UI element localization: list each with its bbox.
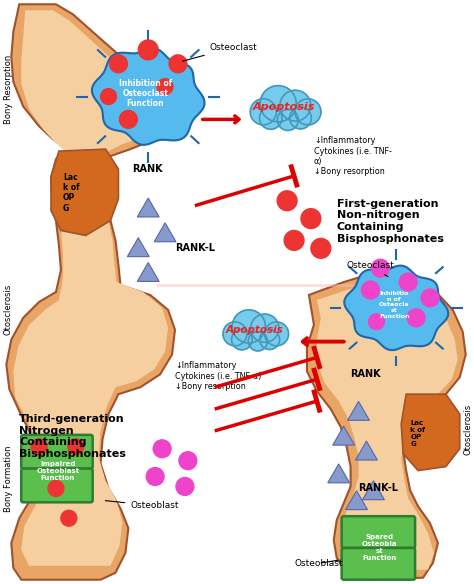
Circle shape [100, 89, 117, 105]
Circle shape [68, 439, 84, 455]
Circle shape [61, 510, 77, 526]
Polygon shape [344, 266, 448, 350]
Text: RANK-L: RANK-L [358, 484, 399, 493]
Text: Lac
k of
OP
G: Lac k of OP G [410, 420, 425, 447]
Circle shape [280, 91, 310, 121]
Polygon shape [401, 394, 460, 471]
Circle shape [248, 332, 267, 351]
Circle shape [264, 322, 289, 346]
Text: RANK-L: RANK-L [175, 244, 215, 253]
Circle shape [421, 289, 439, 307]
Polygon shape [363, 481, 384, 500]
Circle shape [372, 259, 389, 277]
Circle shape [109, 55, 128, 73]
Circle shape [232, 310, 265, 343]
FancyBboxPatch shape [342, 548, 415, 580]
Text: ↓Inflammatory
Cytokines (i.e. TNF-
α)
↓Bony resorption: ↓Inflammatory Cytokines (i.e. TNF- α) ↓B… [314, 136, 392, 176]
Polygon shape [51, 149, 118, 235]
Polygon shape [346, 491, 367, 510]
Circle shape [399, 273, 417, 291]
Text: First-generation
Non-nitrogen
Containing
Bisphosphonates: First-generation Non-nitrogen Containing… [337, 199, 444, 244]
Circle shape [176, 478, 194, 495]
Text: Osteoclast: Osteoclast [346, 261, 394, 277]
Polygon shape [92, 48, 204, 145]
Text: Third-generation
Nitrogen
Containing
Bisphosphonates: Third-generation Nitrogen Containing Bis… [19, 414, 126, 459]
Text: ↓Inflammatory
Cytokines (i.e. TNF-α)
↓Bony resorption: ↓Inflammatory Cytokines (i.e. TNF-α) ↓Bo… [175, 361, 261, 391]
Circle shape [169, 55, 187, 73]
Circle shape [290, 107, 311, 129]
Circle shape [277, 191, 297, 211]
Polygon shape [328, 464, 350, 483]
Text: Apoptosis: Apoptosis [226, 325, 283, 335]
Polygon shape [154, 223, 176, 242]
Text: RANK: RANK [132, 164, 163, 174]
Text: Osteoblast: Osteoblast [294, 559, 343, 568]
Circle shape [31, 439, 47, 455]
Text: Lac
k of
OP
G: Lac k of OP G [63, 173, 80, 213]
Circle shape [277, 109, 298, 130]
Circle shape [311, 238, 331, 258]
Polygon shape [347, 401, 369, 420]
FancyBboxPatch shape [21, 468, 92, 502]
Circle shape [284, 231, 304, 251]
Circle shape [362, 281, 379, 299]
Circle shape [295, 99, 321, 125]
Text: Otosclerosis: Otosclerosis [4, 284, 13, 335]
Polygon shape [13, 11, 168, 566]
Polygon shape [137, 198, 159, 217]
Text: Inhibition of
Osteoclast
Function: Inhibition of Osteoclast Function [118, 79, 172, 109]
Text: Apoptosis: Apoptosis [253, 102, 315, 113]
Circle shape [223, 322, 247, 346]
Text: Spared
Osteobla
st
Function: Spared Osteobla st Function [362, 534, 397, 561]
Circle shape [119, 110, 137, 128]
Polygon shape [356, 441, 377, 460]
Circle shape [48, 481, 64, 496]
Polygon shape [307, 275, 465, 580]
Text: Inhibitio
n of
Osteocla
st
Function: Inhibitio n of Osteocla st Function [379, 291, 410, 319]
Text: Bony Resorption: Bony Resorption [4, 55, 13, 124]
Polygon shape [128, 238, 149, 256]
Text: Impaired
Osteoblast
Function: Impaired Osteoblast Function [36, 461, 80, 481]
Circle shape [251, 314, 279, 342]
Polygon shape [137, 263, 159, 281]
Circle shape [260, 86, 296, 122]
FancyBboxPatch shape [21, 435, 92, 468]
FancyBboxPatch shape [342, 516, 415, 548]
Text: Otosclerosis: Otosclerosis [463, 404, 472, 454]
Polygon shape [6, 4, 175, 580]
Circle shape [146, 468, 164, 485]
Circle shape [157, 79, 173, 95]
Circle shape [138, 40, 158, 60]
Text: RANK: RANK [351, 369, 381, 380]
Circle shape [153, 440, 171, 458]
Text: Osteoclast: Osteoclast [182, 43, 257, 61]
Text: Bony Formation: Bony Formation [4, 445, 13, 512]
Circle shape [260, 329, 280, 349]
Circle shape [407, 309, 425, 326]
Polygon shape [333, 426, 355, 445]
Circle shape [250, 99, 276, 125]
Circle shape [232, 329, 252, 350]
Circle shape [179, 452, 197, 470]
Text: Osteoblast: Osteoblast [105, 500, 179, 510]
Circle shape [301, 208, 321, 228]
Polygon shape [317, 284, 458, 570]
Circle shape [368, 314, 384, 330]
Circle shape [260, 107, 282, 129]
